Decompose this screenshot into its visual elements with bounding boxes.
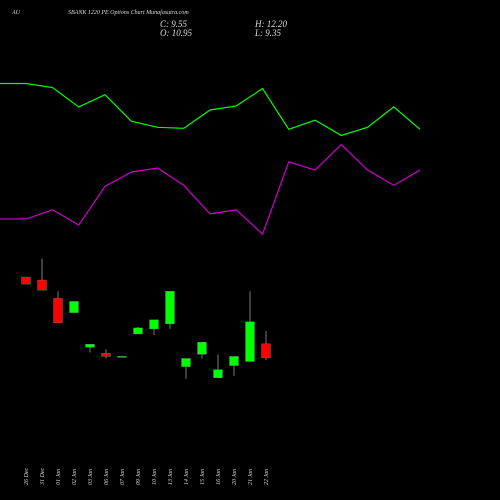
x-tick-label: 31 Dec xyxy=(40,468,46,486)
x-tick-label: 02 Jan xyxy=(72,469,78,485)
indicator-line xyxy=(0,82,421,137)
candle-body xyxy=(133,327,143,335)
candle-body xyxy=(21,276,31,285)
x-tick-label: 09 Jan xyxy=(136,469,142,485)
low-label: L: 9.35 xyxy=(254,28,282,38)
candle-body xyxy=(101,353,111,357)
candle-body xyxy=(261,343,271,359)
symbol: AU xyxy=(11,10,21,16)
x-tick-label: 06 Jan xyxy=(104,469,110,485)
x-tick-label: 03 Jan xyxy=(88,469,94,485)
x-tick-label: 01 Jan xyxy=(56,469,62,485)
close-label: C: 9.55 xyxy=(160,19,188,29)
x-tick-label: 20 Jan xyxy=(232,469,238,485)
candle-body xyxy=(69,301,79,313)
candle-body xyxy=(245,321,255,362)
candle-body xyxy=(213,369,223,378)
open-label: O: 10.95 xyxy=(160,28,192,38)
high-label: H: 12.20 xyxy=(254,19,287,29)
candle-body xyxy=(37,279,47,291)
x-tick-label: 15 Jan xyxy=(200,469,206,485)
x-tick-label: 22 Jan xyxy=(264,469,270,485)
x-tick-label: 14 Jan xyxy=(183,469,190,485)
candle-body xyxy=(229,356,239,366)
candle-body xyxy=(53,298,63,323)
chart-title: SBANK 1220 PE Options Chart Munafasutra.… xyxy=(68,9,189,16)
candle-body xyxy=(149,319,159,330)
candle-body xyxy=(165,291,175,324)
candle-body xyxy=(85,344,95,348)
x-tick-label: 07 Jan xyxy=(120,469,126,485)
candle-body xyxy=(181,358,191,367)
candle-body xyxy=(197,342,207,355)
x-tick-label: 21 Jan xyxy=(248,469,254,485)
x-tick-label: 16 Jan xyxy=(216,469,222,485)
x-tick-label: 26 Dec xyxy=(24,468,30,485)
x-tick-label: 13 Jan xyxy=(168,469,174,485)
indicator-line xyxy=(0,143,421,236)
candle-body xyxy=(117,356,127,358)
x-tick-label: 10 Jan xyxy=(152,469,158,485)
